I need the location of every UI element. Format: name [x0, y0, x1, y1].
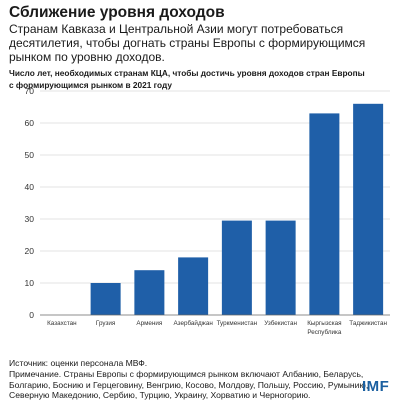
bar [353, 103, 384, 315]
imf-logo: IMF [362, 378, 390, 395]
x-tick-label: Кыргызская [307, 320, 341, 327]
x-tick-label: Республика [307, 328, 342, 336]
y-tick-label: 40 [25, 182, 35, 192]
x-tick-label: Туркменистан [217, 320, 258, 327]
x-tick-label: Таджикистан [349, 320, 387, 327]
note-line-2: Болгарию, Боснию и Герцеговину, Венгрию,… [9, 379, 369, 390]
bar [134, 270, 165, 315]
y-tick-label: 60 [25, 118, 35, 128]
notes: Источник: оценки персонала МВФ. Примечан… [9, 358, 369, 401]
x-tick-label: Казахстан [47, 320, 77, 327]
chart-title: Число лет, необходимых странам КЦА, чтоб… [9, 67, 401, 91]
chart-title-line-2: с формирующимся рынком в 2021 году [9, 80, 172, 90]
note-line-1: Примечание. Страны Европы с формирующимс… [9, 368, 364, 379]
x-tick-label: Армения [136, 320, 162, 327]
bar [90, 283, 121, 315]
y-tick-label: 0 [29, 310, 34, 320]
bar [309, 113, 340, 316]
y-tick-label: 70 [25, 86, 35, 96]
page-title: Сближение уровня доходов [9, 4, 225, 21]
note-line-3: Северную Македонию, Сербию, Турцию, Укра… [9, 390, 311, 401]
bar [221, 220, 252, 315]
bar [178, 257, 209, 315]
y-tick-label: 50 [25, 150, 35, 160]
bar [265, 220, 296, 315]
x-tick-label: Грузия [96, 320, 115, 327]
chart-title-line-1: Число лет, необходимых странам КЦА, чтоб… [9, 68, 365, 78]
x-tick-label: Азербайджан [173, 319, 213, 327]
source-note: Источник: оценки персонала МВФ. [9, 358, 148, 368]
page-subtitle: Странам Кавказа и Центральной Азии могут… [9, 22, 366, 64]
x-tick-label: Узбекистан [264, 319, 297, 327]
y-tick-label: 20 [25, 246, 35, 256]
y-tick-label: 10 [25, 278, 35, 288]
y-tick-label: 30 [25, 214, 35, 224]
